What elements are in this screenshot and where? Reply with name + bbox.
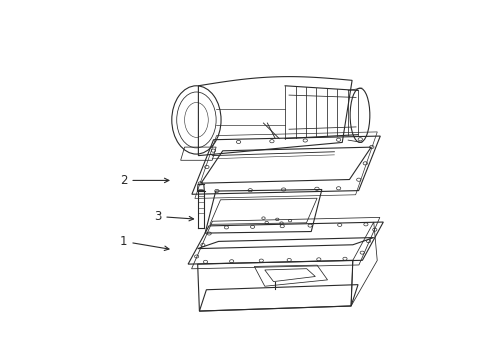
Text: 1: 1 — [120, 235, 169, 251]
Text: 3: 3 — [154, 210, 193, 223]
Text: 2: 2 — [120, 174, 168, 187]
